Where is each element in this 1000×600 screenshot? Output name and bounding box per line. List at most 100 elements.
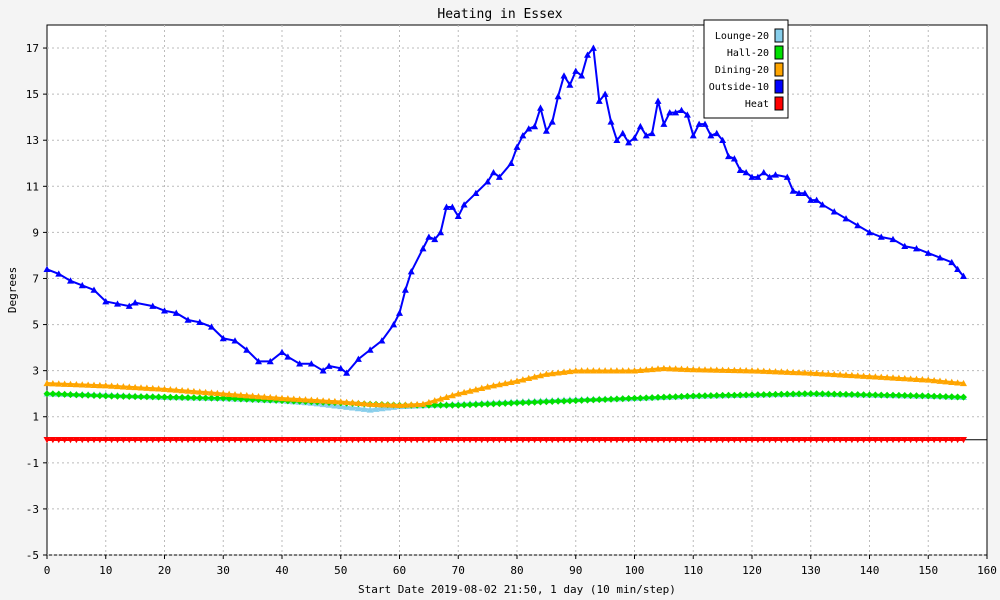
series-dining-20-marker: [354, 399, 362, 406]
x-tick-label: 100: [625, 564, 645, 577]
series-outside-10-marker: [284, 353, 292, 360]
series-dining-20-marker: [631, 367, 638, 374]
series-outside-10-marker: [701, 120, 709, 127]
series-outside-10-marker: [454, 212, 462, 220]
series-dining-20-marker: [701, 366, 709, 373]
series-hall-20-marker: [707, 392, 715, 400]
series-hall-20-marker: [601, 395, 609, 403]
series-heat-marker: [384, 436, 392, 444]
series-hall-20-marker: [560, 397, 568, 405]
series-heat-marker: [102, 436, 110, 444]
x-tick-label: 20: [158, 564, 171, 577]
series-hall-20-marker: [854, 391, 862, 399]
series-dining-20-marker: [78, 381, 86, 388]
x-tick-label: 90: [569, 564, 582, 577]
series-heat-marker: [725, 436, 732, 444]
series-heat-marker: [936, 436, 944, 444]
series-heat-marker: [636, 436, 644, 444]
series-dining-20-marker: [137, 384, 145, 391]
series-hall-20-marker: [819, 390, 826, 398]
series-heat-marker: [84, 436, 92, 444]
series-hall-20-marker: [866, 391, 873, 399]
series-outside-10-marker: [595, 97, 603, 104]
series-heat-marker: [419, 436, 427, 444]
series-heat-marker: [260, 436, 268, 444]
series-heat-marker: [137, 436, 145, 444]
series-heat-marker: [495, 436, 503, 444]
series-dining-20-marker: [55, 380, 63, 387]
series-dining-20-marker: [895, 374, 903, 381]
series-outside-10-marker: [390, 321, 398, 328]
series-outside-10-marker: [525, 125, 533, 132]
series-dining-20-marker: [484, 383, 492, 390]
series-heat-marker: [184, 436, 192, 444]
series-hall-20-marker: [936, 392, 944, 400]
series-heat-marker: [860, 436, 868, 444]
series-heat-marker: [49, 436, 57, 444]
series-heat-marker: [683, 436, 691, 444]
series-dining-20-marker: [924, 376, 932, 383]
series-dining-20-marker: [813, 369, 821, 377]
series-dining-20-marker: [789, 368, 797, 376]
series-dining-20-marker: [707, 366, 715, 373]
series-heat-marker: [713, 436, 721, 444]
series-hall-20-marker: [531, 398, 539, 406]
series-outside-10-marker: [542, 127, 550, 134]
series-hall-20-marker: [507, 399, 515, 407]
series-heat-marker: [519, 436, 527, 444]
series-outside-10-marker: [219, 334, 227, 342]
series-hall-20-marker: [61, 390, 69, 398]
series-outside-10-marker: [495, 173, 503, 180]
series-heat-marker: [824, 436, 832, 444]
series-heat-marker: [202, 436, 210, 444]
series-dining-20-marker: [619, 367, 627, 374]
series-dining-20-marker: [325, 397, 333, 404]
series-hall-20-marker: [155, 393, 163, 401]
series-outside-10-marker: [783, 173, 791, 180]
series-outside-10-marker: [443, 203, 450, 210]
series-outside-10-marker: [537, 104, 544, 111]
series-heat-marker: [842, 436, 850, 444]
series-heat-marker: [942, 436, 950, 444]
series-heat-marker: [642, 436, 650, 444]
series-heat-marker: [672, 436, 680, 444]
series-dining-20-marker: [766, 367, 774, 375]
series-heat-marker: [125, 436, 133, 444]
series-heat-marker: [478, 436, 486, 444]
series-dining-20-marker: [331, 397, 339, 405]
series-hall-20-marker: [683, 392, 691, 400]
series-outside-10-marker: [460, 201, 468, 208]
series-heat-marker: [313, 436, 321, 444]
chart-title: Heating in Essex: [437, 7, 562, 22]
series-dining-20-marker: [824, 370, 832, 377]
series-dining-20-marker: [225, 390, 233, 397]
series-heat-marker: [90, 436, 98, 444]
series-heat-marker: [707, 436, 715, 444]
series-hall-20-marker: [730, 391, 738, 399]
series-dining-20-marker: [272, 394, 280, 401]
legend-box: [703, 19, 789, 119]
series-outside-10-marker: [578, 72, 586, 79]
series-heat-marker: [930, 436, 938, 444]
series-lounge-20-marker: [378, 404, 386, 412]
series-dining-20-marker: [49, 380, 57, 387]
series-heat-marker: [660, 436, 668, 444]
series-hall-20-marker: [67, 391, 74, 399]
series-dining-20-marker: [754, 367, 762, 374]
series-dining-20-marker: [278, 394, 286, 402]
x-tick-label: 40: [275, 564, 288, 577]
series-dining-20-marker: [219, 390, 227, 397]
series-heat-marker: [319, 436, 327, 444]
series-heat-marker: [484, 436, 492, 444]
series-hall-20-marker: [466, 401, 474, 409]
series-hall-20-marker: [90, 392, 98, 400]
series-heat-marker: [401, 436, 409, 444]
legend-swatch: [774, 45, 784, 60]
series-outside-10-marker: [660, 120, 668, 127]
series-dining-20-marker: [683, 365, 691, 373]
series-dining-20-marker: [854, 372, 862, 379]
y-tick-label: 13: [26, 134, 39, 147]
series-outside-10-marker: [813, 196, 821, 203]
series-heat-marker: [378, 436, 386, 444]
